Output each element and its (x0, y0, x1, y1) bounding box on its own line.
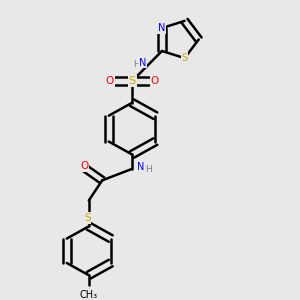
Text: N: N (139, 58, 146, 68)
Text: CH₃: CH₃ (80, 290, 98, 300)
Text: H: H (133, 60, 140, 69)
Text: O: O (150, 76, 159, 86)
Text: S: S (84, 213, 91, 223)
Text: H: H (145, 165, 152, 174)
Text: O: O (106, 76, 114, 86)
Text: O: O (80, 161, 88, 171)
Text: S: S (182, 53, 188, 63)
Text: N: N (137, 162, 144, 172)
Text: S: S (128, 76, 136, 86)
Text: N: N (158, 23, 166, 33)
